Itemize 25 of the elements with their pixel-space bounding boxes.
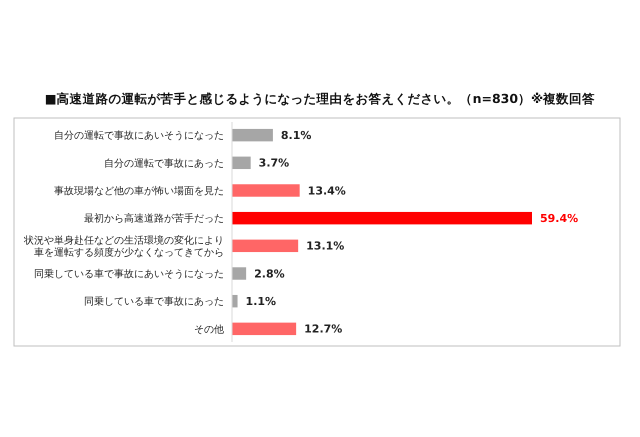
bar [232,240,298,252]
data-label: 3.7% [258,156,290,170]
bar [232,184,300,197]
y-tick-label: 最初から高速道路が苦手だった [84,212,224,225]
bar [232,322,296,336]
y-tick-label: 事故現場など他の車が怖い場面を見た [54,184,224,197]
y-tick-label: 自分の運転で事故にあった [104,157,224,170]
data-label: 8.1% [280,128,312,142]
y-tick-label: 同乗している車で事故にあいそうになった [34,268,224,280]
data-label: 59.4% [540,212,578,226]
data-label: 13.4% [308,184,346,198]
bar [232,294,238,308]
bar [232,156,251,170]
bar [232,128,273,142]
y-tick-label: 状況や単身赴任などの生活環境の変化により車を運転する頻度が少なくなってきてから [23,234,224,258]
data-label: 1.1% [246,295,276,308]
chart-title: ■高速道路の運転が苦手と感じるようになった理由をお答えください。（n=830）※複数回答 [44,91,596,106]
y-tick-label: 自分の運転で事故にあいそうになった [54,130,224,142]
data-label: 13.1% [306,240,344,253]
y-tick-label: その他 [194,323,224,336]
data-label: 12.7% [304,322,342,336]
bar [232,267,246,280]
y-tick-label: 同乗している車で事故にあった [84,296,224,308]
bar [232,212,532,224]
data-label: 2.8% [254,267,285,280]
